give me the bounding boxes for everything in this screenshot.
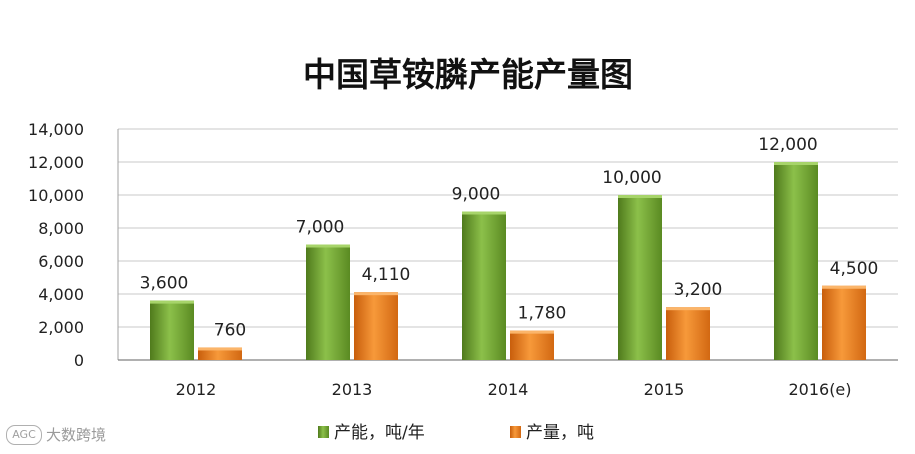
y-tick-label: 4,000 (38, 285, 84, 304)
data-label: 12,000 (758, 135, 817, 155)
y-tick-label: 10,000 (28, 186, 84, 205)
y-tick-label: 2,000 (38, 318, 84, 337)
data-label: 10,000 (602, 168, 661, 188)
data-label: 3,600 (140, 274, 189, 294)
capacity-bar (618, 195, 662, 360)
bar-top-highlight (822, 285, 866, 289)
watermark-text: 大数跨境 (46, 426, 107, 444)
y-tick-label: 0 (74, 351, 84, 370)
bar-top-highlight (618, 195, 662, 198)
output-bar (510, 330, 554, 360)
capacity-bar (306, 244, 350, 360)
x-tick-label: 2014 (488, 380, 529, 399)
capacity-bar (774, 162, 818, 360)
bar-top-highlight (306, 244, 350, 248)
x-tick-label: 2012 (176, 380, 217, 399)
x-tick-label: 2015 (644, 380, 685, 399)
data-label: 760 (214, 320, 246, 340)
watermark: AGC 大数跨境 (6, 424, 106, 445)
y-tick-label: 8,000 (38, 219, 84, 238)
x-axis: 2012 2013 2014 2015 2016(e) (118, 359, 898, 399)
y-tick-label: 12,000 (28, 153, 84, 172)
bar-top-highlight (510, 330, 554, 334)
data-label: 3,200 (674, 280, 723, 300)
x-tick-label: 2013 (332, 380, 373, 399)
data-label: 1,780 (518, 304, 567, 324)
y-tick-label: 14,000 (28, 120, 84, 139)
x-tick-label: 2016(e) (788, 380, 851, 399)
y-tick-label: 6,000 (38, 252, 84, 271)
output-bar (822, 285, 866, 360)
bar-top-highlight (462, 211, 506, 215)
bars (150, 162, 866, 360)
output-bar (354, 292, 398, 360)
bar-top-highlight (198, 347, 242, 351)
data-label: 9,000 (452, 185, 501, 205)
gridlines (118, 128, 898, 361)
output-bar (198, 347, 242, 360)
data-label: 4,110 (362, 265, 411, 285)
bar-top-highlight (354, 292, 398, 296)
bar-top-highlight (774, 162, 818, 165)
capacity-bar (150, 300, 194, 360)
data-labels: 3,600 760 7,000 4,110 9,000 1,780 10,000 3,200 1… (140, 135, 879, 340)
legend: 产能，吨/年 产量，吨 (318, 423, 594, 443)
bar-top-highlight (150, 300, 194, 304)
data-label: 4,500 (830, 259, 879, 279)
legend-swatch (510, 426, 521, 438)
y-axis: 0 2,000 4,000 6,000 8,000 10,000 12,000 14,000 (28, 120, 119, 370)
bar-top-highlight (666, 307, 710, 311)
watermark-logo: AGC (6, 424, 42, 445)
legend-swatch (318, 426, 329, 438)
legend-label: 产量，吨 (526, 423, 594, 443)
data-label: 7,000 (296, 218, 345, 238)
chart-title: 中国草铵膦产能产量图 (303, 55, 633, 94)
legend-label: 产能，吨/年 (334, 423, 425, 443)
output-bar (666, 307, 710, 360)
capacity-bar (462, 211, 506, 360)
